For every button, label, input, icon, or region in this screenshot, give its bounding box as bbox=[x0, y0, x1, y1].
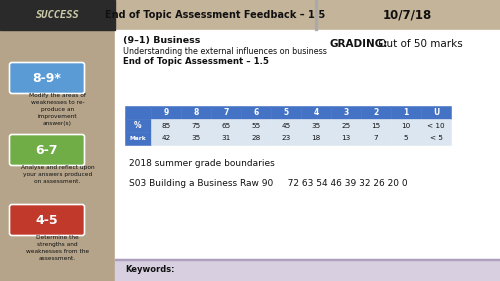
Text: 4-5: 4-5 bbox=[36, 214, 59, 226]
Bar bbox=[361, 106, 391, 119]
Bar bbox=[331, 132, 361, 145]
Bar bbox=[315, 0, 316, 30]
Bar bbox=[241, 132, 271, 145]
Bar bbox=[391, 106, 421, 119]
Text: 2018 summer grade boundaries: 2018 summer grade boundaries bbox=[129, 158, 275, 167]
Bar bbox=[151, 106, 181, 119]
Bar bbox=[181, 119, 211, 132]
Bar bbox=[115, 259, 500, 281]
Bar bbox=[151, 132, 181, 145]
Text: 6: 6 bbox=[254, 108, 258, 117]
Text: %: % bbox=[134, 121, 142, 130]
FancyBboxPatch shape bbox=[10, 135, 85, 166]
Text: 8-9*: 8-9* bbox=[32, 71, 62, 85]
Bar bbox=[181, 106, 211, 119]
Text: 35: 35 bbox=[312, 123, 320, 128]
Text: 28: 28 bbox=[252, 135, 260, 142]
Bar bbox=[391, 132, 421, 145]
Bar bbox=[331, 106, 361, 119]
Text: 2: 2 bbox=[374, 108, 378, 117]
Text: 7: 7 bbox=[224, 108, 228, 117]
Bar bbox=[125, 106, 151, 119]
Bar bbox=[211, 119, 241, 132]
Bar bbox=[241, 119, 271, 132]
Bar bbox=[115, 259, 500, 260]
Bar bbox=[125, 119, 151, 132]
Text: 55: 55 bbox=[252, 123, 260, 128]
Bar bbox=[421, 132, 451, 145]
Text: 31: 31 bbox=[222, 135, 230, 142]
Text: 42: 42 bbox=[162, 135, 170, 142]
Text: 9: 9 bbox=[164, 108, 168, 117]
Bar bbox=[421, 106, 451, 119]
FancyBboxPatch shape bbox=[10, 205, 85, 235]
Bar bbox=[421, 119, 451, 132]
Text: 5: 5 bbox=[404, 135, 408, 142]
Bar bbox=[125, 132, 151, 145]
Text: GRADING:: GRADING: bbox=[330, 39, 388, 49]
Text: Out of 50 marks: Out of 50 marks bbox=[375, 39, 463, 49]
Bar bbox=[211, 106, 241, 119]
Text: 8: 8 bbox=[194, 108, 198, 117]
Bar bbox=[331, 119, 361, 132]
Bar bbox=[0, 30, 115, 281]
Bar bbox=[0, 0, 115, 30]
Text: 10/7/18: 10/7/18 bbox=[383, 8, 432, 22]
Bar bbox=[271, 106, 301, 119]
Text: 5: 5 bbox=[284, 108, 288, 117]
Text: S03 Building a Business Raw 90     72 63 54 46 39 32 26 20 0: S03 Building a Business Raw 90 72 63 54 … bbox=[129, 178, 407, 187]
Text: Mark: Mark bbox=[130, 136, 146, 141]
Text: < 5: < 5 bbox=[430, 135, 442, 142]
Text: SUCCESS: SUCCESS bbox=[36, 10, 80, 20]
Text: 15: 15 bbox=[372, 123, 380, 128]
Text: 35: 35 bbox=[192, 135, 200, 142]
Text: Modify the areas of
weaknesses to re-
produce an
improvement
answer(s): Modify the areas of weaknesses to re- pr… bbox=[29, 93, 86, 126]
Bar bbox=[115, 30, 500, 259]
Text: (9–1) Business: (9–1) Business bbox=[123, 36, 200, 45]
Bar bbox=[391, 119, 421, 132]
Bar bbox=[271, 132, 301, 145]
Text: 13: 13 bbox=[342, 135, 350, 142]
Text: 7: 7 bbox=[374, 135, 378, 142]
Text: Analyse and reflect upon
your answers produced
on assessment.: Analyse and reflect upon your answers pr… bbox=[20, 165, 94, 184]
Text: 75: 75 bbox=[192, 123, 200, 128]
Text: 23: 23 bbox=[282, 135, 290, 142]
Bar bbox=[241, 106, 271, 119]
Text: 4: 4 bbox=[314, 108, 318, 117]
Bar bbox=[301, 132, 331, 145]
Text: U: U bbox=[433, 108, 439, 117]
Text: Determine the
strengths and
weaknesses from the
assessment.: Determine the strengths and weaknesses f… bbox=[26, 235, 89, 261]
Text: Keywords:: Keywords: bbox=[125, 266, 174, 275]
Text: 1: 1 bbox=[404, 108, 408, 117]
Bar bbox=[271, 119, 301, 132]
Bar bbox=[361, 132, 391, 145]
Bar bbox=[301, 106, 331, 119]
Text: 45: 45 bbox=[282, 123, 290, 128]
Text: End of Topic Assessment – 1.5: End of Topic Assessment – 1.5 bbox=[123, 57, 269, 66]
Text: Understanding the external influences on business: Understanding the external influences on… bbox=[123, 47, 327, 56]
FancyBboxPatch shape bbox=[10, 62, 85, 94]
Bar bbox=[211, 132, 241, 145]
Text: 6-7: 6-7 bbox=[36, 144, 58, 157]
Text: 10: 10 bbox=[402, 123, 410, 128]
Bar bbox=[151, 119, 181, 132]
Text: 3: 3 bbox=[344, 108, 348, 117]
Text: End of Topic Assessment Feedback – 1.5: End of Topic Assessment Feedback – 1.5 bbox=[105, 10, 325, 20]
Bar bbox=[181, 132, 211, 145]
Text: 25: 25 bbox=[342, 123, 350, 128]
Text: 85: 85 bbox=[162, 123, 170, 128]
Bar bbox=[361, 119, 391, 132]
Bar bbox=[301, 119, 331, 132]
Text: 65: 65 bbox=[222, 123, 230, 128]
Text: 18: 18 bbox=[312, 135, 320, 142]
Text: < 10: < 10 bbox=[427, 123, 445, 128]
